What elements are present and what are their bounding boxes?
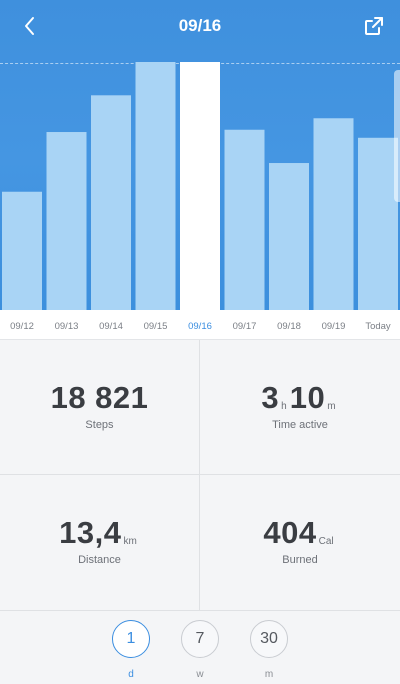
page-title: 09/16 [178,16,222,35]
date-label-09-14[interactable]: 09/14 [99,321,123,332]
back-button[interactable] [18,14,42,38]
hours-unit: h [281,401,287,412]
steps-value: 18 821 [50,380,149,415]
period-month-circle[interactable]: 30 [250,620,288,658]
period-day[interactable]: 1 d [112,620,152,680]
bar-09-12[interactable] [2,191,42,310]
steps-stat[interactable]: 18 821 Steps [0,340,200,475]
distance-stat[interactable]: 13,4 km Distance [0,475,200,610]
bar-09-18[interactable] [269,163,309,310]
minutes-unit: m [327,401,336,412]
distance-label: Distance [78,554,121,566]
distance-value-row: 13,4 km [0,515,199,551]
date-label-09-15[interactable]: 09/15 [143,321,168,332]
date-label-09-13[interactable]: 09/13 [54,321,79,332]
distance-value: 13,4 [59,515,122,550]
period-week-circle[interactable]: 7 [181,620,219,658]
time-active-hours: 3 [261,380,280,415]
time-active-minutes: 10 [289,380,326,415]
burned-stat[interactable]: 404 Cal Burned [200,475,400,610]
bar-09-16[interactable] [180,62,220,310]
stats-grid: 18 821 Steps 3 h10 m Time active 13,4 km Di… [0,340,400,610]
date-label-09-16[interactable]: 09/16 [188,321,212,332]
share-external-icon [365,17,383,35]
bar-09-13[interactable] [46,132,87,310]
bar-09-14[interactable] [91,95,131,310]
date-label-today[interactable]: Today [365,321,391,332]
scroll-edge-tab[interactable] [394,70,400,202]
burned-label: Burned [282,554,318,566]
bar-09-19[interactable] [313,118,354,310]
time-active-stat[interactable]: 3 h10 m Time active [200,340,400,475]
date-label-09-18[interactable]: 09/18 [277,321,301,332]
steps-chart-panel: 09/16 [0,0,400,310]
burned-unit: Cal [318,536,334,547]
period-month[interactable]: 30 m [250,620,290,680]
time-active-value-row: 3 h10 m [200,380,400,416]
time-active-label: Time active [272,419,328,431]
bar-today[interactable] [358,137,398,310]
share-button[interactable] [362,14,386,38]
date-axis: 09/12 09/13 09/14 09/15 09/16 09/17 09/18 09/19… [0,310,400,340]
period-day-circle[interactable]: 1 [112,620,150,658]
bar-09-15[interactable] [135,62,176,310]
bar-09-17[interactable] [224,129,265,310]
distance-unit: km [123,536,137,547]
period-day-unit: d [128,669,134,680]
chevron-left-icon [25,17,34,35]
steps-label: Steps [85,419,114,431]
date-label-09-19[interactable]: 09/19 [321,321,346,332]
burned-value: 404 [263,515,317,550]
top-bar: 09/16 [0,0,400,52]
period-week-unit: w [196,669,204,680]
period-selector: 1 d 7 w 30 m [0,610,400,684]
period-month-unit: m [264,669,274,680]
date-label-09-12[interactable]: 09/12 [10,321,34,332]
steps-value-row: 18 821 [0,380,199,416]
steps-bar-chart[interactable] [0,0,400,310]
burned-value-row: 404 Cal [200,515,400,551]
period-week[interactable]: 7 w [181,620,221,680]
date-label-09-17[interactable]: 09/17 [232,321,257,332]
